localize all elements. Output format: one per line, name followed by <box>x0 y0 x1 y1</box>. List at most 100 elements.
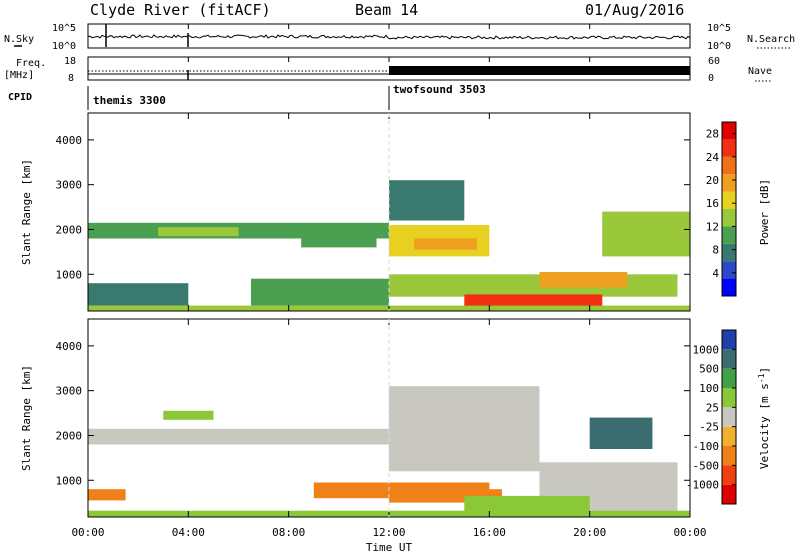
nsky-tick-bottom: 10^0 <box>52 41 76 52</box>
y-tick-label: 2000 <box>56 223 83 236</box>
velocity-colorbar: 1000 500 100 25 -25 -100 -500 -1000 <box>686 329 737 505</box>
cpid-mode-1: themis 3300 <box>93 94 166 107</box>
colorbar-tick-label: 8 <box>712 244 719 257</box>
power-colorbar-label: Power [dB] <box>758 179 771 245</box>
y-tick-label: 2000 <box>56 429 83 442</box>
power-cells <box>88 180 690 311</box>
x-tick-label: 00:00 <box>673 526 706 539</box>
colorbar-segment <box>722 465 736 485</box>
colorbar-tick-label: -100 <box>693 440 720 453</box>
y-tick-label: 4000 <box>56 134 83 147</box>
nsearch-label: N.Search <box>747 34 795 45</box>
colorbar-segment <box>722 446 736 466</box>
colorbar-tick-label: -1000 <box>686 479 719 492</box>
x-tick-label: 12:00 <box>372 526 405 539</box>
data-region <box>163 410 214 420</box>
power-colorbar: 4 8 12 16 20 24 28 <box>706 121 737 297</box>
data-region <box>88 283 189 306</box>
colorbar-frame <box>721 121 737 297</box>
colorbar-segment <box>722 122 736 140</box>
velocity-y-label: Slant Range [km] <box>20 365 33 471</box>
colorbar-segment <box>722 278 736 296</box>
freq-tick-bottom: 8 <box>68 73 74 84</box>
nave-tick-bottom: 0 <box>708 73 714 84</box>
colorbar-segment <box>722 388 736 408</box>
data-region <box>88 428 389 445</box>
data-region <box>389 180 465 221</box>
data-region <box>602 211 690 257</box>
data-region <box>414 238 477 250</box>
x-tick-label: 04:00 <box>172 526 205 539</box>
freq-label: Freq. <box>16 58 46 69</box>
data-region <box>464 495 590 512</box>
nsearch-tick-bottom: 10^0 <box>707 41 731 52</box>
colorbar-segment <box>722 209 736 227</box>
colorbar-segment <box>722 407 736 427</box>
x-axis: 00:00 04:00 08:00 12:00 16:00 20:00 00:00 <box>71 24 707 539</box>
nsky-tick-top: 10^5 <box>52 23 76 34</box>
colorbar-segment <box>722 174 736 192</box>
freq-unit-label: [MHz] <box>4 70 34 81</box>
colorbar-tick-label: 4 <box>712 267 719 280</box>
station-title: Clyde River (fitACF) <box>90 1 271 19</box>
colorbar-tick-label: 20 <box>706 174 719 187</box>
colorbar-tick-label: -25 <box>699 421 719 434</box>
data-region <box>389 386 540 472</box>
nsky-panel: N.Sky 10^5 10^0 10^5 10^0 N.Search <box>4 23 795 52</box>
colorbar-tick-label: 12 <box>706 220 719 233</box>
power-y-axis: 1000 2000 3000 4000 <box>56 134 690 281</box>
date-title: 01/Aug/2016 <box>585 1 684 19</box>
beam-title: Beam 14 <box>355 1 418 19</box>
colorbar-tick-label: 500 <box>699 363 719 376</box>
data-region <box>88 489 126 501</box>
cpid-mode-2: twofsound 3503 <box>393 83 486 96</box>
colorbar-tick-label: 25 <box>706 401 719 414</box>
y-tick-label: 4000 <box>56 340 83 353</box>
power-y-label: Slant Range [km] <box>20 159 33 265</box>
colorbar-tick-label: 16 <box>706 197 719 210</box>
nave-label: Nave <box>748 66 772 77</box>
colorbar-tick-label: 100 <box>699 382 719 395</box>
colorbar-segment <box>722 368 736 388</box>
x-tick-label: 20:00 <box>573 526 606 539</box>
freq-tick-top: 18 <box>64 56 76 67</box>
nave-high-trace <box>389 66 690 75</box>
velocity-y-axis: 1000 2000 3000 4000 <box>56 340 690 487</box>
y-tick-label: 3000 <box>56 179 83 192</box>
colorbar-segment <box>722 139 736 157</box>
colorbar-tick-label: 24 <box>706 151 720 164</box>
data-region <box>589 417 653 449</box>
y-tick-label: 1000 <box>56 268 83 281</box>
x-tick-label: 16:00 <box>473 526 506 539</box>
nsearch-tick-top: 10^5 <box>707 23 731 34</box>
colorbar-tick-label: -500 <box>693 459 720 472</box>
colorbar-segment <box>722 191 736 209</box>
nsky-trace <box>87 34 691 40</box>
colorbar-frame <box>721 329 737 505</box>
velocity-panel: 1000 2000 3000 4000 Slant Range [km] 1000 50… <box>20 318 771 518</box>
freq-panel: Freq. [MHz] 18 8 60 0 Nave <box>4 56 772 84</box>
data-region <box>251 278 389 306</box>
cpid-panel: CPID themis 3300 twofsound 3503 <box>8 83 486 110</box>
colorbar-segment <box>722 156 736 175</box>
colorbar-tick-label: 28 <box>706 128 719 141</box>
cpid-label: CPID <box>8 92 32 103</box>
y-tick-label: 1000 <box>56 474 83 487</box>
data-region <box>539 272 628 288</box>
x-tick-label: 00:00 <box>71 526 104 539</box>
velocity-colorbar-label: Velocity [m s-1] <box>757 367 771 469</box>
x-tick-label: 08:00 <box>272 526 305 539</box>
data-region <box>464 294 603 308</box>
colorbar-segment <box>722 243 736 262</box>
power-panel: 1000 2000 3000 4000 Slant Range [km] 4 8 12 16… <box>20 112 771 312</box>
nsky-label: N.Sky <box>4 34 34 45</box>
nave-tick-top: 60 <box>708 56 720 67</box>
colorbar-segment <box>722 484 736 504</box>
colorbar-segment <box>722 426 736 446</box>
data-region <box>158 227 239 237</box>
colorbar-segment <box>722 261 736 279</box>
colorbar-segment <box>722 330 736 350</box>
x-axis-label: Time UT <box>366 541 413 554</box>
data-region <box>389 274 678 297</box>
